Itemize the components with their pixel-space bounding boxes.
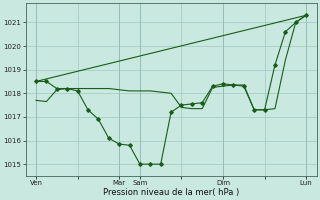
X-axis label: Pression niveau de la mer( hPa ): Pression niveau de la mer( hPa ) [103,188,239,197]
